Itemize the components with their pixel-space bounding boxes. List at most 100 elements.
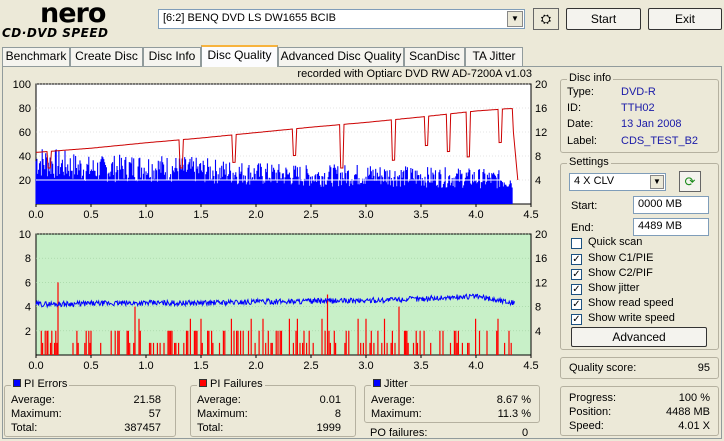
advanced-button[interactable]: Advanced [571,327,707,347]
chart2-x-tick: 0.0 [28,360,43,372]
start-button[interactable]: Start [566,8,641,30]
chart2-x-tick: 4.5 [523,360,538,372]
chevron-down-icon[interactable]: ▼ [507,11,523,27]
logo-nero-text: nero [40,0,106,29]
show-jitter-checkbox[interactable]: ✓ [571,284,582,295]
speed-select[interactable]: 4 X CLV ▼ [569,173,666,191]
pi-failures-maximum-label: Maximum: [197,408,248,420]
tab-advanced-disc-quality[interactable]: Advanced Disc Quality [278,47,404,66]
disc-type-value: DVD-R [621,86,656,98]
chart-recorded-caption: recorded with Optiarc DVD RW AD-7200A v1… [297,68,532,80]
progress-value: 100 % [678,392,710,404]
jitter-maximum-value: 11.3 % [497,408,531,420]
jitter-title-text: Jitter [384,378,408,390]
show-c2-pif-label: Show C2/PIF [588,267,653,279]
speed-value: 4.01 X [678,420,710,432]
end-label: End: [571,222,594,234]
jitter-swatch [373,379,381,387]
show-read-speed-checkbox[interactable]: ✓ [571,299,582,310]
disc-date-value: 13 Jan 2008 [621,118,682,130]
show-c2-pif-checkbox[interactable]: ✓ [571,269,582,280]
read-speed-line [35,108,519,181]
drive-refresh-button[interactable]: ⛭ [533,8,559,30]
chart2-x-tick: 3.0 [358,360,373,372]
pi-errors-title: PI Errors [11,378,70,390]
jitter-line [35,293,515,309]
disc-date-label: Date: [567,118,594,130]
chart1-x-tick: 0.0 [28,209,43,221]
progress-box: Progress: 100 % Position: 4488 MB Speed:… [560,386,719,436]
quick-scan-checkbox[interactable] [571,238,582,249]
drive-select[interactable]: [6:2] BENQ DVD LS DW1655 BCIB ▼ [158,9,525,29]
chart2-y-right-tick: 4 [535,326,541,338]
chart2-plot-area [35,233,532,356]
chart2-y-right-tick: 8 [535,302,541,314]
exit-button[interactable]: Exit [648,8,722,30]
chart1-x-tick: 4.0 [468,209,483,221]
show-write-speed-checkbox[interactable]: ✓ [571,314,582,325]
pi-failures-jitter-chart: 10 8 6 4 2 20 16 12 8 4 0.0 0.5 1.0 1.5 2.0 2.5 3.0 3.5 4.… [19,229,548,372]
chart1-y-right-tick: 12 [535,127,547,139]
tab-benchmark[interactable]: Benchmark [2,47,70,66]
chart1-y-right-tick: 8 [535,151,541,163]
disc-id-value: TTH02 [621,102,655,114]
chart2-y-left-tick: 10 [19,229,31,241]
pi-errors-average-label: Average: [11,394,55,406]
start-mb-input[interactable]: 0000 MB [633,196,709,214]
po-failures-value: 0 [522,427,529,439]
chart1-x-tick: 2.0 [248,209,263,221]
tab-create-disc[interactable]: Create Disc [70,47,143,66]
pi-errors-maximum-value: 57 [148,408,161,420]
drive-select-value: [6:2] BENQ DVD LS DW1655 BCIB [163,12,337,24]
show-c1-pie-checkbox[interactable]: ✓ [571,254,582,265]
quick-scan-label: Quick scan [588,236,643,248]
pi-errors-total-label: Total: [11,422,38,434]
disc-info-title: Disc info [567,72,614,84]
chart1-x-tick: 2.5 [303,209,318,221]
chevron-down-icon[interactable]: ▼ [650,175,664,189]
pi-failures-series [40,282,512,355]
pi-failures-swatch [199,379,207,387]
chart1-y-left-tick: 60 [19,127,31,139]
pi-failures-maximum-value: 8 [334,408,341,420]
chart1-x-tick: 1.5 [193,209,208,221]
tab-ta-jitter[interactable]: TA Jitter [465,47,523,66]
chart1-x-tick: 4.5 [523,209,538,221]
chart1-x-tick: 3.5 [413,209,428,221]
pi-failures-stats: PI Failures Average: 0.01 Maximum: 8 Tot… [190,378,356,437]
pi-failures-total-label: Total: [197,422,224,434]
chart2-y-right-tick: 20 [535,229,547,241]
chart2-y-left-tick: 6 [25,277,31,289]
tab-disc-quality[interactable]: Disc Quality [201,45,278,67]
chart1-y-right-tick: 16 [535,103,547,115]
pi-failures-title-text: PI Failures [210,378,263,390]
refresh-speed-button[interactable]: ⟳ [679,171,701,192]
show-write-speed-label: Show write speed [588,312,675,324]
disc-id-label: ID: [567,102,582,114]
tab-disc-info[interactable]: Disc Info [143,47,201,66]
jitter-maximum-label: Maximum: [371,408,422,420]
position-value: 4488 MB [665,406,710,418]
refresh-icon: ⟳ [684,174,696,189]
quality-score-value: 95 [697,362,710,374]
pi-errors-title-text: PI Errors [24,378,68,390]
tab-scandisc[interactable]: ScanDisc [404,47,465,66]
quality-score-box: Quality score: 95 [560,357,719,379]
chart2-y-right-tick: 16 [535,253,547,265]
position-label: Position: [569,406,612,418]
settings-title: Settings [567,156,611,168]
chart2-x-tick: 1.0 [138,360,153,372]
disc-info-group: Disc info Type: DVD-R ID: TTH02 Date: 13… [560,72,719,153]
jitter-stats: Jitter Average: 8.67 % Maximum: 11.3 % [364,378,540,423]
chart2-x-tick: 1.5 [193,360,208,372]
quality-score-label: Quality score: [569,362,637,374]
logo-cdspeed-text: CD·DVD SPEED [2,26,109,40]
end-mb-input[interactable]: 4489 MB [633,218,709,236]
pi-failures-total-value: 1999 [316,422,341,434]
chart1-y-right-tick: 4 [535,175,541,187]
po-failures-label: PO failures: [370,427,428,439]
chart1-y-right-tick: 20 [535,79,547,91]
chart1-x-tick: 1.0 [138,209,153,221]
chart1-x-tick: 3.0 [358,209,373,221]
chart2-x-tick: 2.0 [248,360,263,372]
